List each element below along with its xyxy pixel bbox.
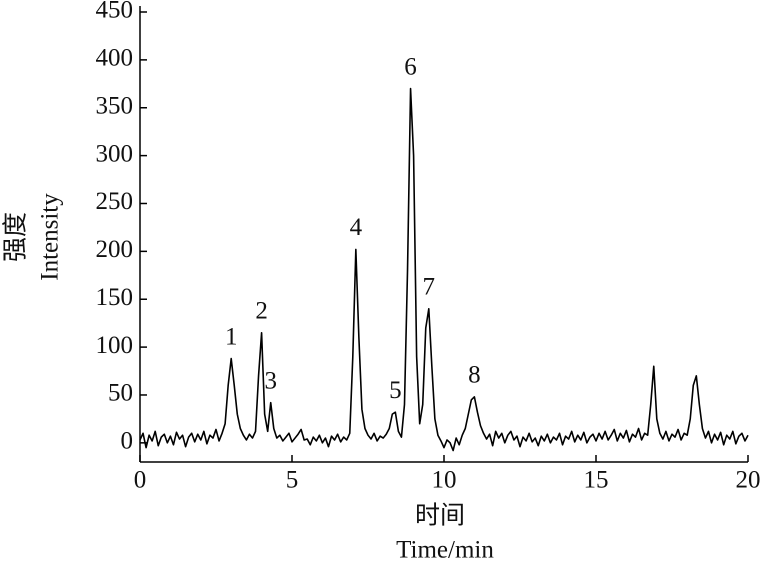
y-tick-label: 350 <box>96 92 134 119</box>
series-line <box>139 87 749 452</box>
x-tick-label: 20 <box>736 467 761 494</box>
y-tick-label: 300 <box>96 140 134 167</box>
peak-label: 7 <box>423 274 436 301</box>
x-tick-label: 15 <box>584 467 609 494</box>
peak-label: 4 <box>350 214 363 241</box>
y-tick-label: 0 <box>121 428 134 455</box>
x-tick-label: 10 <box>432 467 457 494</box>
y-axis-label: Intensity <box>37 193 64 281</box>
y-tick-label: 250 <box>96 188 134 215</box>
peak-label: 6 <box>404 53 417 80</box>
peak-label: 3 <box>264 367 277 394</box>
peak-label: 1 <box>225 323 238 350</box>
y-tick-label: 400 <box>96 45 134 72</box>
y-axis-label: 强度 <box>2 212 30 262</box>
y-tick-label: 450 <box>96 0 134 24</box>
peak-label: 8 <box>468 362 481 389</box>
peak-label: 2 <box>255 297 268 324</box>
y-tick-label: 100 <box>96 332 134 359</box>
peak-label: 5 <box>389 377 402 404</box>
y-tick-label: 50 <box>108 380 133 407</box>
x-axis-label: 时间 <box>415 502 465 530</box>
x-tick-label: 5 <box>286 467 299 494</box>
x-axis-label: Time/min <box>396 537 494 564</box>
y-tick-label: 150 <box>96 284 134 311</box>
x-tick-label: 0 <box>134 467 147 494</box>
y-tick-label: 200 <box>96 236 134 263</box>
